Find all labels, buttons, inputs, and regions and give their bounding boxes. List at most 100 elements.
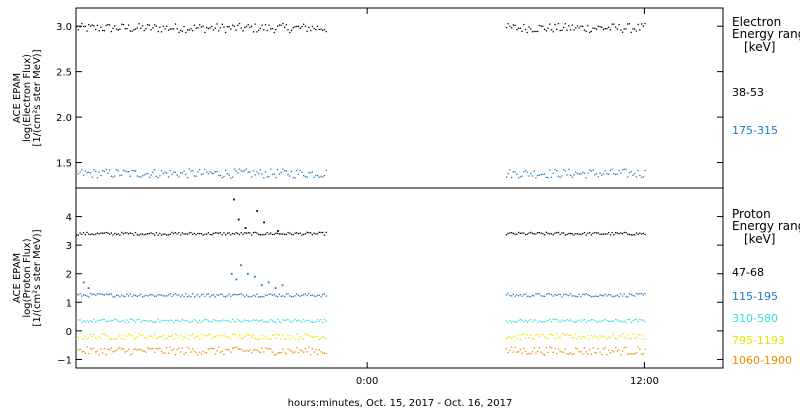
data-point xyxy=(108,320,111,322)
data-point xyxy=(627,319,629,321)
data-point xyxy=(595,336,598,338)
data-point xyxy=(568,353,570,355)
data-point xyxy=(212,336,215,338)
data-point xyxy=(131,295,133,298)
data-point xyxy=(533,319,535,321)
data-point xyxy=(88,352,90,355)
data-point xyxy=(169,346,171,348)
data-point xyxy=(171,335,173,337)
data-point xyxy=(93,347,95,349)
data-point xyxy=(86,30,88,32)
data-point xyxy=(514,295,516,297)
data-point xyxy=(564,320,566,322)
data-point xyxy=(564,23,566,25)
data-point xyxy=(114,232,116,235)
data-point xyxy=(185,293,187,295)
data-point xyxy=(233,320,235,323)
data-point xyxy=(88,233,90,235)
data-point xyxy=(221,234,223,236)
data-point xyxy=(285,319,287,321)
data-point xyxy=(240,232,242,234)
data-point xyxy=(128,171,130,173)
data-point xyxy=(589,31,591,33)
data-point xyxy=(628,352,631,355)
data-point xyxy=(545,176,547,178)
data-point xyxy=(602,348,605,350)
data-point xyxy=(632,28,634,30)
data-point xyxy=(185,173,187,175)
data-point xyxy=(275,176,277,179)
data-point xyxy=(225,234,227,236)
data-point xyxy=(141,175,144,177)
data-point xyxy=(270,28,272,30)
data-point xyxy=(169,28,171,30)
data-point xyxy=(566,319,568,321)
data-point xyxy=(644,169,646,172)
data-point xyxy=(523,294,525,296)
data-point xyxy=(259,319,261,322)
data-point xyxy=(587,232,589,234)
data-point xyxy=(211,347,213,350)
data-point xyxy=(199,296,201,298)
data-point xyxy=(597,348,599,350)
data-point xyxy=(545,320,547,322)
data-point xyxy=(128,233,130,235)
data-point xyxy=(280,321,282,324)
data-point xyxy=(96,293,99,295)
data-point xyxy=(533,295,535,297)
data-point xyxy=(533,233,535,235)
data-point xyxy=(136,175,138,177)
data-point xyxy=(206,233,208,235)
data-point xyxy=(254,231,256,233)
data-point xyxy=(292,27,294,29)
data-point xyxy=(173,348,175,350)
data-point xyxy=(559,176,561,179)
data-point xyxy=(232,232,234,235)
data-point xyxy=(550,294,553,296)
data-point xyxy=(292,296,294,298)
data-point xyxy=(615,26,617,28)
data-point xyxy=(514,335,516,337)
data-point xyxy=(89,292,92,295)
data-point xyxy=(264,171,267,173)
data-point xyxy=(634,353,636,355)
data-point xyxy=(193,337,196,339)
data-point xyxy=(535,293,537,295)
data-point xyxy=(223,232,225,234)
data-point xyxy=(138,176,140,178)
data-point xyxy=(535,30,537,33)
data-point xyxy=(178,232,180,234)
data-point xyxy=(261,173,263,175)
data-point xyxy=(98,354,100,356)
data-point xyxy=(114,296,116,298)
data-point xyxy=(96,350,99,352)
data-point xyxy=(294,26,296,28)
data-point xyxy=(642,334,644,336)
data-point xyxy=(171,349,173,351)
data-point xyxy=(599,351,601,353)
data-point xyxy=(237,232,239,235)
data-point xyxy=(516,173,518,175)
data-point xyxy=(530,28,532,30)
data-point xyxy=(251,320,253,322)
data-point xyxy=(590,30,592,33)
data-point xyxy=(122,319,125,322)
legend-entry: 175-315 xyxy=(732,124,778,137)
data-point xyxy=(278,293,281,295)
data-point xyxy=(585,234,587,236)
data-point xyxy=(589,320,591,322)
data-point xyxy=(108,349,111,351)
data-point xyxy=(540,295,542,297)
data-point xyxy=(117,233,119,235)
data-point xyxy=(583,319,586,321)
data-point xyxy=(630,170,632,173)
data-point xyxy=(512,320,514,322)
data-point xyxy=(138,333,140,335)
data-point xyxy=(290,170,293,173)
data-point xyxy=(148,176,151,179)
data-point xyxy=(145,337,147,339)
data-point xyxy=(566,233,568,236)
data-point xyxy=(325,295,327,297)
data-point xyxy=(639,318,641,321)
data-point xyxy=(200,173,203,175)
